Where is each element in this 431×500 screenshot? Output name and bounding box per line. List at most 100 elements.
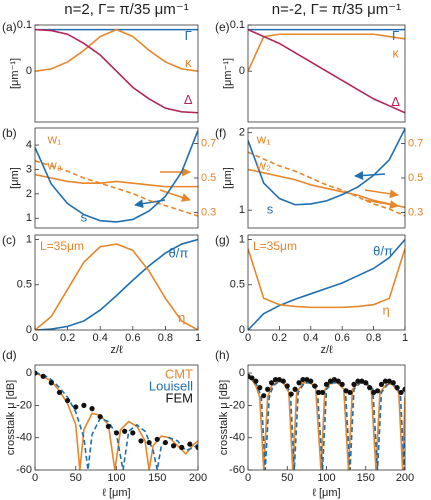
data-point [355,378,361,384]
x-axis-label: ℓ [μm] [102,487,130,499]
data-point [398,389,404,396]
data-point [382,378,388,384]
x-tick-label: 0 [245,472,251,484]
panel: (f) [μm] 1 2 0.3 0.5 0.7 w₁ w₂ s [215,126,423,229]
x-tick-label: 100 [107,472,125,484]
series-label: κ [185,55,192,70]
y-tick-label: 1 [239,204,245,216]
series-label: w₁ [256,131,271,146]
y-tick-label: 1 [26,212,32,224]
data-point [308,378,314,384]
series-line [248,168,405,209]
series-label: θ/π [373,244,393,259]
y-tick-label: 0 [26,367,32,379]
data-point [130,430,136,436]
x-tick-label: 200 [189,472,207,484]
panel-label: (b) [2,126,17,140]
series-group [248,373,405,470]
data-point [73,404,79,410]
series-label: θ/π [169,245,189,260]
data-point [319,389,326,396]
data-point [138,438,144,444]
y-tick-label: 4 [26,139,32,151]
data-point [335,378,341,384]
arrow [354,170,386,180]
data-point [113,430,120,436]
data-point [331,376,337,383]
frame [247,127,406,229]
series-group [35,130,198,223]
series-label: s [81,209,88,224]
series-line [35,28,198,114]
data-point [48,380,54,386]
y-tick-label: -60 [16,464,32,476]
x-tick-label: 0.2 [60,332,75,344]
data-point [367,385,373,391]
data-point [280,378,286,384]
arrows [134,167,399,209]
data-point [265,386,271,392]
y-tick-label: 2 [239,127,245,139]
panel: (d) crosstalk μ [dB] ℓ [μm] -60 -40 -20 0 0 50 10… [2,348,207,499]
series-label: η [178,310,185,325]
x-tick-label: 0.8 [158,332,173,344]
y-tick-label: -20 [16,399,32,411]
data-point [187,441,193,447]
panel: (a) n=2, Γ= π/35 μm⁻¹ [μm⁻¹] 0 0.1 Γκ Δ [2,1,199,123]
arrow [364,189,399,199]
series-label: w₁ [47,131,62,146]
data-point [316,389,322,396]
legend-entry: Louisell [149,378,193,393]
data-point [65,397,71,404]
series-line [248,128,405,206]
series-line [248,377,405,470]
series-group [248,238,405,330]
y-tick-label: 1 [239,233,245,245]
y-tick-label: 0 [239,324,245,336]
panel: (b) [μm] 1 2 3 4 0.3 0.5 0.7 w₁ w₂ s [2,126,216,229]
data-point [272,376,279,383]
y2-tick-label: 0.5 [408,172,423,184]
series-line [248,28,405,114]
y2-tick-label: 0.5 [201,172,216,184]
y-tick-label: 0 [26,65,32,77]
data-point [179,444,185,450]
series-line [248,238,405,330]
y-axis-label: [μm⁻¹] [9,58,21,89]
y-axis-label: [μm] [222,167,234,189]
series-group [35,238,198,330]
panel-label: (a) [2,20,17,34]
data-point [81,402,87,408]
x-tick-label: 0 [32,472,38,484]
series-label: Δ [184,92,193,107]
legend-entry: FEM [166,390,193,405]
y-axis-label: [μm] [9,167,21,189]
series-line [248,377,405,470]
data-point [386,378,392,384]
series-label: Γ [185,28,192,43]
data-point [327,378,334,384]
data-point [40,373,46,379]
y-axis-label: crosstalk μ [dB] [5,380,17,455]
data-point [296,380,302,386]
y2-tick-label: 0.7 [408,137,423,149]
x-tick-label: 0.8 [366,332,381,344]
x-tick-label: 150 [357,472,375,484]
x-tick-label: 1 [195,332,201,344]
panel-title: n=2, Γ= π/35 μm⁻¹ [64,1,188,18]
data-point [253,378,259,384]
y-tick-label: 1 [26,233,32,245]
data-point [288,391,294,397]
frame [247,24,406,123]
y-tick-label: 0 [26,324,32,336]
y-tick-label: 0.5 [230,279,245,291]
data-point [276,376,282,383]
frame [34,24,199,123]
series-line [35,243,198,330]
data-point [304,376,310,383]
series-line [35,238,198,330]
y2-tick-label: 0.3 [201,206,216,218]
panel: (c) z/ℓ 0 0.5 1 0 0.2 0.4 0.6 0.8 1 θ/π η L=35μm [2,233,201,356]
series-label: w₂ [255,157,270,172]
panel-label: (g) [215,233,230,247]
